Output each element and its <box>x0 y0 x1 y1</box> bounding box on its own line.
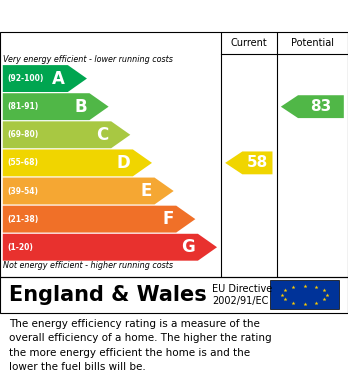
Text: 2002/91/EC: 2002/91/EC <box>212 296 269 306</box>
Text: (92-100): (92-100) <box>7 74 44 83</box>
Text: C: C <box>96 126 109 144</box>
Text: (69-80): (69-80) <box>7 130 38 139</box>
Polygon shape <box>3 234 217 261</box>
Text: G: G <box>181 238 195 256</box>
Text: Very energy efficient - lower running costs: Very energy efficient - lower running co… <box>3 55 173 64</box>
Text: Potential: Potential <box>291 38 334 48</box>
Polygon shape <box>3 121 130 148</box>
Text: D: D <box>116 154 130 172</box>
Text: A: A <box>52 70 65 88</box>
Bar <box>270 280 339 309</box>
Text: (55-68): (55-68) <box>7 158 38 167</box>
Text: 83: 83 <box>310 99 332 114</box>
Text: England & Wales: England & Wales <box>9 285 206 305</box>
Text: B: B <box>74 98 87 116</box>
Text: (1-20): (1-20) <box>7 243 33 252</box>
Text: EU Directive: EU Directive <box>212 284 272 294</box>
Text: (21-38): (21-38) <box>7 215 38 224</box>
Polygon shape <box>281 95 344 118</box>
Text: Current: Current <box>230 38 267 48</box>
Polygon shape <box>3 149 152 176</box>
Polygon shape <box>3 93 109 120</box>
Text: Energy Efficiency Rating: Energy Efficiency Rating <box>9 9 230 23</box>
Text: The energy efficiency rating is a measure of the
overall efficiency of a home. T: The energy efficiency rating is a measur… <box>9 319 271 372</box>
Text: 58: 58 <box>247 155 268 170</box>
Polygon shape <box>3 65 87 92</box>
Text: Not energy efficient - higher running costs: Not energy efficient - higher running co… <box>3 261 173 270</box>
Text: F: F <box>162 210 173 228</box>
Text: (39-54): (39-54) <box>7 187 38 196</box>
Text: (81-91): (81-91) <box>7 102 38 111</box>
Polygon shape <box>225 151 272 174</box>
Polygon shape <box>3 206 195 233</box>
Text: E: E <box>140 182 152 200</box>
Polygon shape <box>3 178 174 204</box>
